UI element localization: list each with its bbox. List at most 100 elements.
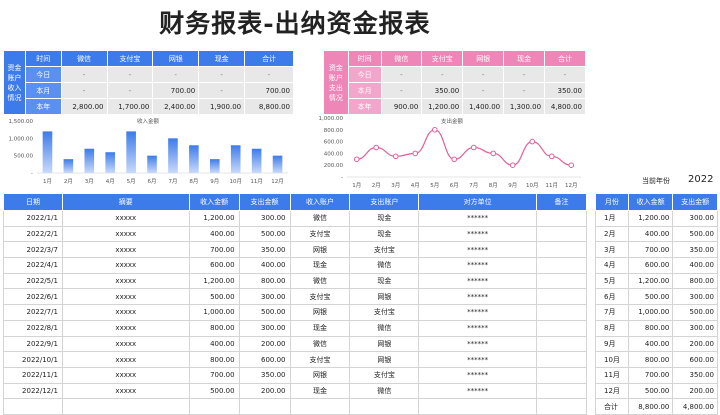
expense-amount-cell[interactable]: 300.00 [238, 288, 291, 306]
note-cell[interactable] [536, 335, 587, 353]
date-cell[interactable]: 2022/3/7 [3, 241, 63, 259]
date-cell[interactable]: 2022/4/1 [3, 257, 63, 274]
income-amount-cell[interactable]: 1,200.00 [188, 272, 240, 290]
expense-account-cell[interactable]: 现金 [349, 272, 420, 290]
counterparty-cell[interactable]: ****** [418, 382, 538, 400]
note-cell[interactable] [536, 319, 587, 337]
income-amount-cell[interactable]: 800.00 [188, 351, 240, 368]
income-account-cell[interactable]: 网银 [289, 241, 351, 259]
note-cell[interactable] [536, 225, 587, 243]
counterparty-cell[interactable]: ****** [418, 257, 538, 274]
counterparty-cell[interactable]: ****** [418, 319, 538, 337]
counterparty-cell[interactable]: ****** [418, 351, 538, 368]
date-cell[interactable]: 2022/2/1 [3, 225, 63, 243]
counterparty-cell[interactable]: ****** [418, 225, 538, 243]
income-account-cell[interactable]: 支付宝 [289, 351, 351, 368]
income-account-cell[interactable]: 支付宝 [289, 225, 351, 243]
expense-account-cell[interactable]: 网银 [349, 288, 420, 306]
expense-amount-cell[interactable]: 300.00 [238, 210, 291, 227]
note-cell[interactable] [536, 257, 587, 274]
income-account-cell[interactable]: 支付宝 [289, 288, 351, 306]
expense-account-cell[interactable] [349, 398, 420, 415]
income-amount-cell[interactable]: 1,200.00 [188, 210, 240, 227]
counterparty-cell[interactable]: ****** [418, 366, 538, 384]
summary-cell[interactable]: xxxxx [61, 366, 190, 384]
expense-amount-cell[interactable]: 200.00 [238, 335, 291, 353]
expense-amount-cell[interactable]: 350.00 [238, 241, 291, 259]
counterparty-cell[interactable]: ****** [418, 335, 538, 353]
summary-cell[interactable] [61, 398, 190, 415]
income-account-cell[interactable]: 现金 [289, 319, 351, 337]
note-cell[interactable] [536, 351, 587, 368]
income-account-cell[interactable]: 微信 [289, 335, 351, 353]
counterparty-cell[interactable]: ****** [418, 288, 538, 306]
income-account-cell[interactable]: 网银 [289, 304, 351, 321]
expense-amount-cell[interactable]: 500.00 [238, 304, 291, 321]
expense-amount-cell[interactable]: 350.00 [238, 366, 291, 384]
counterparty-cell[interactable]: ****** [418, 304, 538, 321]
expense-account-cell[interactable]: 支付宝 [349, 366, 420, 384]
summary-cell[interactable]: xxxxx [61, 272, 190, 290]
income-account-cell[interactable]: 现金 [289, 382, 351, 400]
date-cell[interactable]: 2022/6/1 [3, 288, 63, 306]
expense-amount-cell[interactable]: 500.00 [238, 225, 291, 243]
note-cell[interactable] [536, 382, 587, 400]
income-account-cell[interactable]: 微信 [289, 210, 351, 227]
summary-cell[interactable]: xxxxx [61, 210, 190, 227]
date-cell[interactable]: 2022/9/1 [3, 335, 63, 353]
expense-amount-cell[interactable]: 800.00 [238, 272, 291, 290]
summary-cell[interactable]: xxxxx [61, 225, 190, 243]
counterparty-cell[interactable]: ****** [418, 210, 538, 227]
expense-account-cell[interactable]: 微信 [349, 319, 420, 337]
current-year[interactable]: 2022 [688, 174, 714, 185]
income-amount-cell[interactable]: 600.00 [188, 257, 240, 274]
expense-account-cell[interactable]: 微信 [349, 382, 420, 400]
summary-cell[interactable]: xxxxx [61, 351, 190, 368]
expense-account-cell[interactable]: 网银 [349, 335, 420, 353]
expense-account-cell[interactable]: 支付宝 [349, 304, 420, 321]
note-cell[interactable] [536, 288, 587, 306]
income-account-cell[interactable]: 现金 [289, 257, 351, 274]
income-amount-cell[interactable]: 700.00 [188, 241, 240, 259]
summary-cell[interactable]: xxxxx [61, 257, 190, 274]
counterparty-cell[interactable]: ****** [418, 241, 538, 259]
counterparty-cell[interactable]: ****** [418, 272, 538, 290]
income-account-cell[interactable]: 微信 [289, 272, 351, 290]
summary-cell[interactable]: xxxxx [61, 304, 190, 321]
note-cell[interactable] [536, 366, 587, 384]
expense-amount-cell[interactable]: 600.00 [238, 351, 291, 368]
income-account-cell[interactable] [289, 398, 351, 415]
summary-cell[interactable]: xxxxx [61, 241, 190, 259]
expense-amount-cell[interactable]: 300.00 [238, 319, 291, 337]
expense-account-cell[interactable]: 现金 [349, 225, 420, 243]
date-cell[interactable]: 2022/8/1 [3, 319, 63, 337]
expense-account-cell[interactable]: 网银 [349, 351, 420, 368]
summary-cell[interactable]: xxxxx [61, 382, 190, 400]
expense-account-cell[interactable]: 支付宝 [349, 241, 420, 259]
income-amount-cell[interactable]: 500.00 [188, 288, 240, 306]
date-cell[interactable]: 2022/7/1 [3, 304, 63, 321]
summary-cell[interactable]: xxxxx [61, 319, 190, 337]
income-amount-cell[interactable]: 700.00 [188, 366, 240, 384]
income-amount-cell[interactable]: 1,000.00 [188, 304, 240, 321]
note-cell[interactable] [536, 304, 587, 321]
expense-amount-cell[interactable]: 200.00 [238, 382, 291, 400]
counterparty-cell[interactable] [418, 398, 538, 415]
income-amount-cell[interactable]: 400.00 [188, 225, 240, 243]
note-cell[interactable] [536, 241, 587, 259]
date-cell[interactable]: 2022/12/1 [3, 382, 63, 400]
expense-account-cell[interactable]: 微信 [349, 257, 420, 274]
date-cell[interactable]: 2022/5/1 [3, 272, 63, 290]
date-cell[interactable]: 2022/10/1 [3, 351, 63, 368]
date-cell[interactable] [3, 398, 63, 415]
income-amount-cell[interactable]: 400.00 [188, 335, 240, 353]
note-cell[interactable] [536, 210, 587, 227]
income-account-cell[interactable]: 网银 [289, 366, 351, 384]
income-amount-cell[interactable] [188, 398, 240, 415]
date-cell[interactable]: 2022/1/1 [3, 210, 63, 227]
note-cell[interactable] [536, 398, 587, 415]
income-amount-cell[interactable]: 800.00 [188, 319, 240, 337]
expense-account-cell[interactable]: 现金 [349, 210, 420, 227]
expense-amount-cell[interactable] [238, 398, 291, 415]
summary-cell[interactable]: xxxxx [61, 335, 190, 353]
